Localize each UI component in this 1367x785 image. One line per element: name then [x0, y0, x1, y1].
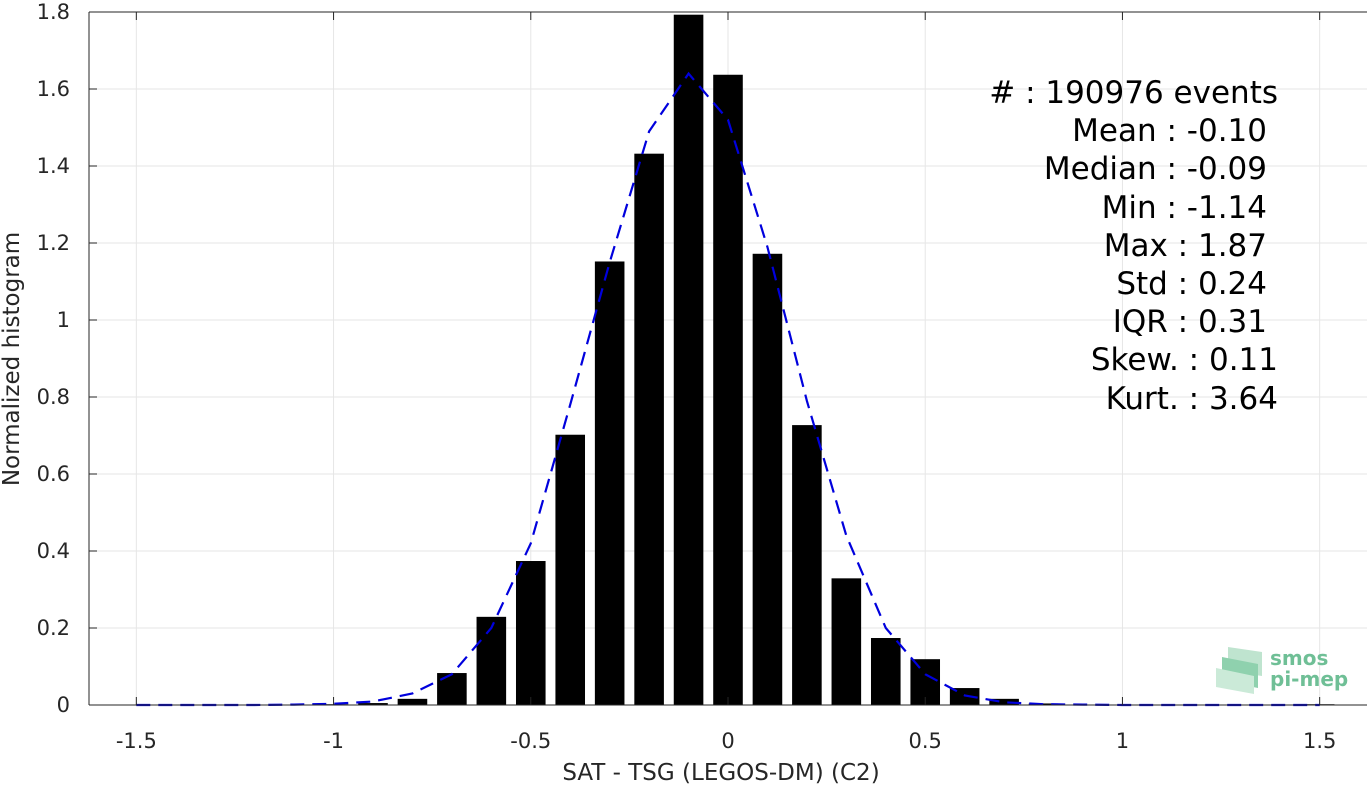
histogram-bar — [515, 561, 546, 705]
histogram-bar — [989, 698, 1019, 705]
y-axis-title: Normalized histogram — [0, 232, 25, 486]
histogram-bars — [318, 14, 1335, 706]
y-tick-label: 1.6 — [37, 77, 70, 101]
histogram-bar — [870, 638, 901, 705]
x-tick-label: -1 — [323, 729, 344, 753]
histogram-bar — [397, 698, 428, 705]
histogram-bar — [555, 434, 586, 705]
histogram-bar — [476, 616, 507, 705]
axes — [88, 11, 1367, 706]
y-tick-label: 1 — [57, 308, 70, 332]
x-tick-label: -1.5 — [116, 729, 157, 753]
histogram-bar — [358, 703, 388, 705]
y-tick-label: 1.2 — [37, 231, 70, 255]
y-tick-label: 1.8 — [37, 0, 70, 24]
histogram-bar — [831, 578, 862, 705]
stats-std: Std : 0.24 — [1116, 266, 1267, 302]
y-tick-label: 0 — [57, 693, 70, 717]
histogram-bar — [594, 261, 625, 705]
histogram-bar — [634, 153, 664, 705]
x-axis-title: SAT - TSG (LEGOS-DM) (C2) — [562, 760, 879, 785]
stats-mean: Mean : -0.10 — [1072, 113, 1267, 149]
y-tick-label: 0.2 — [37, 616, 70, 640]
logo-text-pi-mep: pi-mep — [1270, 667, 1348, 691]
x-tick-label: -0.5 — [510, 729, 551, 753]
stats-max: Max : 1.87 — [1104, 228, 1267, 264]
stats-min: Min : -1.14 — [1102, 190, 1267, 226]
stats-box: # : 190976 events Mean : -0.10 Median : … — [989, 75, 1278, 417]
stats-kurt: Kurt. : 3.64 — [1106, 381, 1278, 417]
histogram-bar — [713, 74, 743, 705]
stats-skew: Skew. : 0.11 — [1091, 342, 1278, 378]
stats-events: # : 190976 events — [989, 75, 1278, 111]
tick-labels: -1.5 -1 -0.5 0 0.5 1 1.5 0 0.2 0.4 0.6 0.8 1 1.2 1.4 1.… — [37, 0, 1337, 753]
y-tick-label: 0.4 — [37, 539, 70, 563]
x-tick-label: 0.5 — [909, 729, 942, 753]
stats-iqr: IQR : 0.31 — [1113, 304, 1267, 340]
x-tick-label: 0 — [721, 729, 734, 753]
logo-layer-front — [1216, 668, 1254, 694]
histogram-bar — [437, 673, 467, 705]
smos-pi-mep-logo: smos pi-mep — [1216, 646, 1348, 694]
y-tick-label: 1.4 — [37, 154, 70, 178]
x-tick-label: 1 — [1116, 729, 1129, 753]
histogram-bar — [949, 688, 980, 705]
histogram-bar — [1028, 703, 1059, 705]
histogram-bar — [673, 14, 704, 705]
x-tick-label: 1.5 — [1303, 729, 1336, 753]
logo-text-smos: smos — [1270, 646, 1328, 670]
histogram-bar — [752, 253, 783, 705]
stats-median: Median : -0.09 — [1044, 151, 1267, 187]
histogram-bar — [792, 425, 822, 705]
y-tick-label: 0.6 — [37, 462, 70, 486]
y-tick-label: 0.8 — [37, 385, 70, 409]
